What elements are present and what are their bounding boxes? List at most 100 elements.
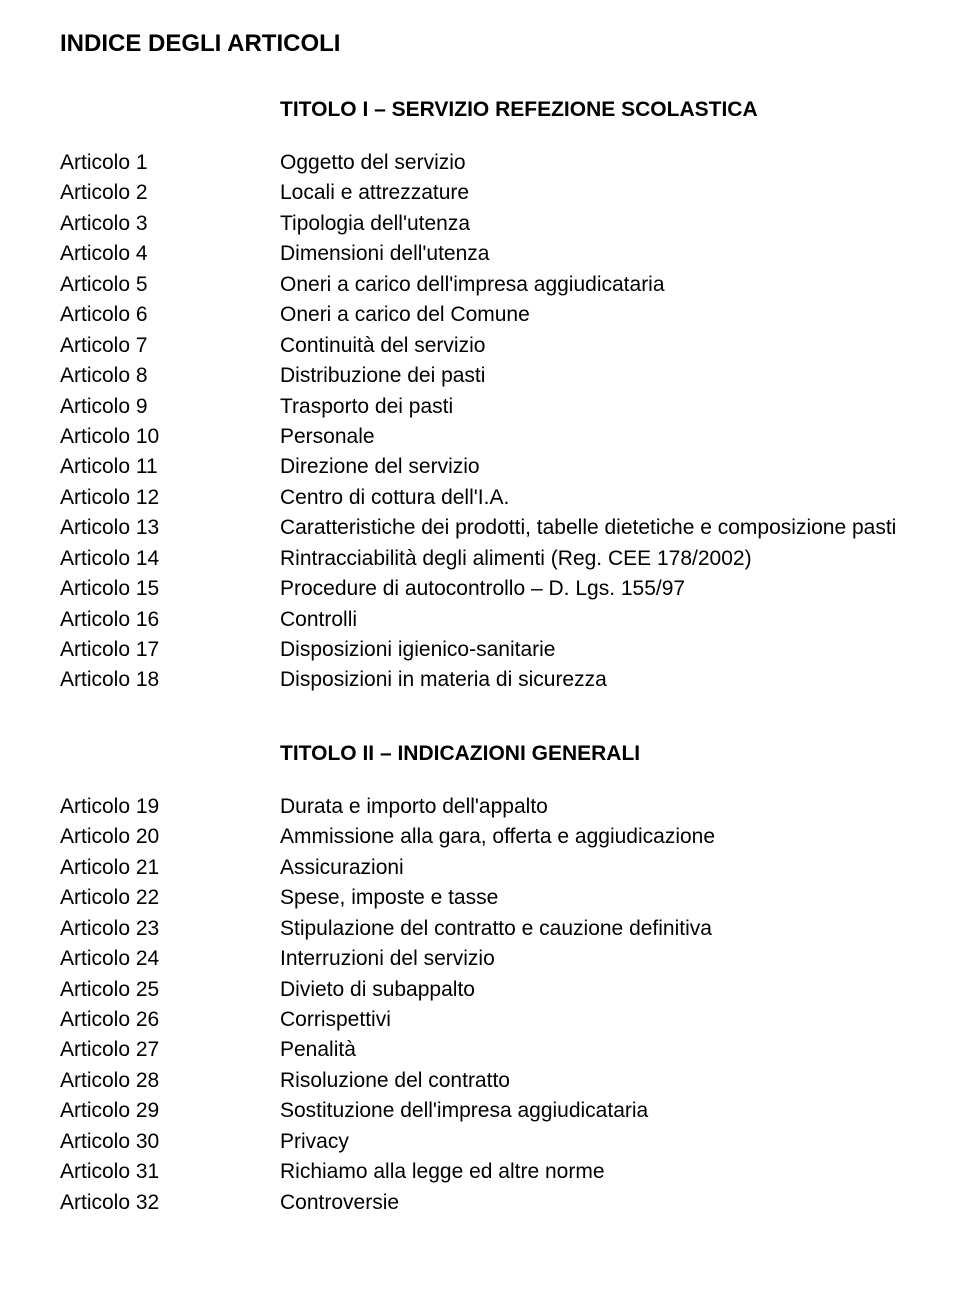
article-description: Personale	[280, 422, 900, 452]
article-label: Articolo 21	[60, 853, 280, 883]
article-row: Articolo 2Locali e attrezzature	[60, 178, 900, 208]
article-description: Controversie	[280, 1188, 900, 1218]
article-label: Articolo 15	[60, 574, 280, 604]
article-row: Articolo 17Disposizioni igienico-sanitar…	[60, 635, 900, 665]
article-row: Articolo 13Caratteristiche dei prodotti,…	[60, 513, 900, 543]
article-label: Articolo 7	[60, 331, 280, 361]
article-description: Direzione del servizio	[280, 452, 900, 482]
article-row: Articolo 3Tipologia dell'utenza	[60, 209, 900, 239]
section-2-title: TITOLO II – INDICAZIONI GENERALI	[280, 742, 900, 766]
article-label: Articolo 13	[60, 513, 280, 543]
article-row: Articolo 14Rintracciabilità degli alimen…	[60, 544, 900, 574]
article-label: Articolo 14	[60, 544, 280, 574]
article-label: Articolo 31	[60, 1157, 280, 1187]
article-label: Articolo 27	[60, 1035, 280, 1065]
article-description: Rintracciabilità degli alimenti (Reg. CE…	[280, 544, 900, 574]
article-description: Distribuzione dei pasti	[280, 361, 900, 391]
article-description: Penalità	[280, 1035, 900, 1065]
article-row: Articolo 23Stipulazione del contratto e …	[60, 914, 900, 944]
article-label: Articolo 6	[60, 300, 280, 330]
article-label: Articolo 4	[60, 239, 280, 269]
article-label: Articolo 24	[60, 944, 280, 974]
article-description: Disposizioni igienico-sanitarie	[280, 635, 900, 665]
article-row: Articolo 29Sostituzione dell'impresa agg…	[60, 1096, 900, 1126]
article-description: Durata e importo dell'appalto	[280, 792, 900, 822]
article-description: Ammissione alla gara, offerta e aggiudic…	[280, 822, 900, 852]
article-label: Articolo 26	[60, 1005, 280, 1035]
section-2-list: Articolo 19Durata e importo dell'appalto…	[60, 792, 900, 1218]
article-description: Locali e attrezzature	[280, 178, 900, 208]
article-description: Richiamo alla legge ed altre norme	[280, 1157, 900, 1187]
article-row: Articolo 28Risoluzione del contratto	[60, 1066, 900, 1096]
article-label: Articolo 32	[60, 1188, 280, 1218]
article-label: Articolo 9	[60, 392, 280, 422]
article-row: Articolo 27Penalità	[60, 1035, 900, 1065]
article-row: Articolo 22Spese, imposte e tasse	[60, 883, 900, 913]
article-label: Articolo 23	[60, 914, 280, 944]
article-row: Articolo 4Dimensioni dell'utenza	[60, 239, 900, 269]
article-row: Articolo 26Corrispettivi	[60, 1005, 900, 1035]
article-row: Articolo 16Controlli	[60, 605, 900, 635]
article-label: Articolo 11	[60, 452, 280, 482]
article-label: Articolo 2	[60, 178, 280, 208]
article-row: Articolo 1Oggetto del servizio	[60, 148, 900, 178]
article-label: Articolo 28	[60, 1066, 280, 1096]
page-title: INDICE DEGLI ARTICOLI	[60, 30, 900, 58]
article-description: Privacy	[280, 1127, 900, 1157]
section-1-title: TITOLO I – SERVIZIO REFEZIONE SCOLASTICA	[280, 98, 900, 122]
article-row: Articolo 7Continuità del servizio	[60, 331, 900, 361]
article-row: Articolo 20Ammissione alla gara, offerta…	[60, 822, 900, 852]
article-description: Interruzioni del servizio	[280, 944, 900, 974]
article-row: Articolo 31Richiamo alla legge ed altre …	[60, 1157, 900, 1187]
article-label: Articolo 3	[60, 209, 280, 239]
article-description: Trasporto dei pasti	[280, 392, 900, 422]
article-row: Articolo 32Controversie	[60, 1188, 900, 1218]
article-description: Procedure di autocontrollo – D. Lgs. 155…	[280, 574, 900, 604]
article-row: Articolo 19Durata e importo dell'appalto	[60, 792, 900, 822]
article-row: Articolo 11Direzione del servizio	[60, 452, 900, 482]
article-row: Articolo 30Privacy	[60, 1127, 900, 1157]
article-row: Articolo 10Personale	[60, 422, 900, 452]
article-label: Articolo 8	[60, 361, 280, 391]
article-label: Articolo 22	[60, 883, 280, 913]
article-label: Articolo 16	[60, 605, 280, 635]
article-label: Articolo 30	[60, 1127, 280, 1157]
article-label: Articolo 1	[60, 148, 280, 178]
article-description: Oneri a carico dell'impresa aggiudicatar…	[280, 270, 900, 300]
article-label: Articolo 12	[60, 483, 280, 513]
article-description: Controlli	[280, 605, 900, 635]
article-label: Articolo 17	[60, 635, 280, 665]
article-description: Disposizioni in materia di sicurezza	[280, 665, 900, 695]
article-row: Articolo 25Divieto di subappalto	[60, 975, 900, 1005]
article-row: Articolo 8Distribuzione dei pasti	[60, 361, 900, 391]
article-description: Centro di cottura dell'I.A.	[280, 483, 900, 513]
article-description: Dimensioni dell'utenza	[280, 239, 900, 269]
article-description: Stipulazione del contratto e cauzione de…	[280, 914, 900, 944]
article-row: Articolo 5Oneri a carico dell'impresa ag…	[60, 270, 900, 300]
article-label: Articolo 29	[60, 1096, 280, 1126]
article-description: Sostituzione dell'impresa aggiudicataria	[280, 1096, 900, 1126]
article-label: Articolo 18	[60, 665, 280, 695]
article-description: Caratteristiche dei prodotti, tabelle di…	[280, 513, 900, 543]
article-label: Articolo 5	[60, 270, 280, 300]
section-1-list: Articolo 1Oggetto del servizioArticolo 2…	[60, 148, 900, 696]
article-row: Articolo 6Oneri a carico del Comune	[60, 300, 900, 330]
article-description: Assicurazioni	[280, 853, 900, 883]
article-description: Tipologia dell'utenza	[280, 209, 900, 239]
article-row: Articolo 18Disposizioni in materia di si…	[60, 665, 900, 695]
article-label: Articolo 10	[60, 422, 280, 452]
article-row: Articolo 21Assicurazioni	[60, 853, 900, 883]
article-description: Corrispettivi	[280, 1005, 900, 1035]
article-row: Articolo 24Interruzioni del servizio	[60, 944, 900, 974]
article-label: Articolo 20	[60, 822, 280, 852]
article-description: Continuità del servizio	[280, 331, 900, 361]
article-description: Oneri a carico del Comune	[280, 300, 900, 330]
article-description: Spese, imposte e tasse	[280, 883, 900, 913]
article-description: Oggetto del servizio	[280, 148, 900, 178]
article-label: Articolo 19	[60, 792, 280, 822]
article-row: Articolo 9Trasporto dei pasti	[60, 392, 900, 422]
article-description: Divieto di subappalto	[280, 975, 900, 1005]
article-row: Articolo 12Centro di cottura dell'I.A.	[60, 483, 900, 513]
article-row: Articolo 15Procedure di autocontrollo – …	[60, 574, 900, 604]
article-label: Articolo 25	[60, 975, 280, 1005]
